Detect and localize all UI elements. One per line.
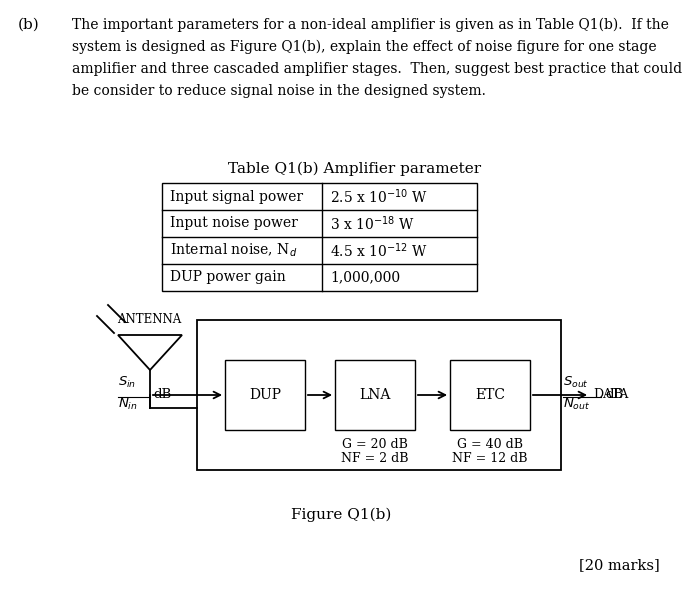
Text: DATA: DATA [593, 389, 628, 401]
Text: The important parameters for a non-ideal amplifier is given as in Table Q1(b).  : The important parameters for a non-ideal… [72, 18, 669, 32]
Text: ETC: ETC [475, 388, 505, 402]
Text: G = 20 dB: G = 20 dB [342, 438, 408, 451]
Bar [450, 360, 530, 430]
Text: DUP: DUP [249, 388, 281, 402]
Text: $S_{out}$: $S_{out}$ [563, 375, 589, 390]
Text: 1,000,000: 1,000,000 [330, 270, 400, 284]
Text: Input signal power: Input signal power [170, 189, 303, 203]
Text: NF = 12 dB: NF = 12 dB [452, 452, 528, 465]
Text: Input noise power: Input noise power [170, 217, 298, 230]
Text: $S_{in}$: $S_{in}$ [118, 375, 136, 390]
Bar [197, 320, 561, 470]
Text: 4.5 x 10$^{-12}$ W: 4.5 x 10$^{-12}$ W [330, 241, 428, 260]
Text: dB: dB [153, 389, 171, 401]
Text: 2.5 x 10$^{-10}$ W: 2.5 x 10$^{-10}$ W [330, 187, 428, 206]
Bar [225, 360, 305, 430]
Text: be consider to reduce signal noise in the designed system.: be consider to reduce signal noise in th… [72, 84, 486, 98]
Text: NF = 2 dB: NF = 2 dB [341, 452, 409, 465]
Text: dB: dB [605, 389, 623, 401]
Text: LNA: LNA [359, 388, 391, 402]
Text: $N_{out}$: $N_{out}$ [563, 397, 591, 412]
Text: 3 x 10$^{-18}$ W: 3 x 10$^{-18}$ W [330, 214, 415, 233]
Text: Internal noise, N$_d$: Internal noise, N$_d$ [170, 242, 297, 259]
Bar [335, 360, 415, 430]
Text: system is designed as Figure Q1(b), explain the effect of noise figure for one s: system is designed as Figure Q1(b), expl… [72, 40, 657, 54]
Text: Figure Q1(b): Figure Q1(b) [291, 508, 391, 523]
Text: ANTENNA: ANTENNA [117, 313, 181, 326]
Text: Table Q1(b) Amplifier parameter: Table Q1(b) Amplifier parameter [228, 162, 481, 177]
Bar [162, 183, 477, 291]
Text: DUP power gain: DUP power gain [170, 270, 286, 284]
Text: amplifier and three cascaded amplifier stages.  Then, suggest best practice that: amplifier and three cascaded amplifier s… [72, 62, 682, 76]
Text: G = 40 dB: G = 40 dB [457, 438, 523, 451]
Text: $N_{in}$: $N_{in}$ [118, 397, 138, 412]
Text: [20 marks]: [20 marks] [579, 558, 660, 572]
Text: (b): (b) [18, 18, 40, 32]
